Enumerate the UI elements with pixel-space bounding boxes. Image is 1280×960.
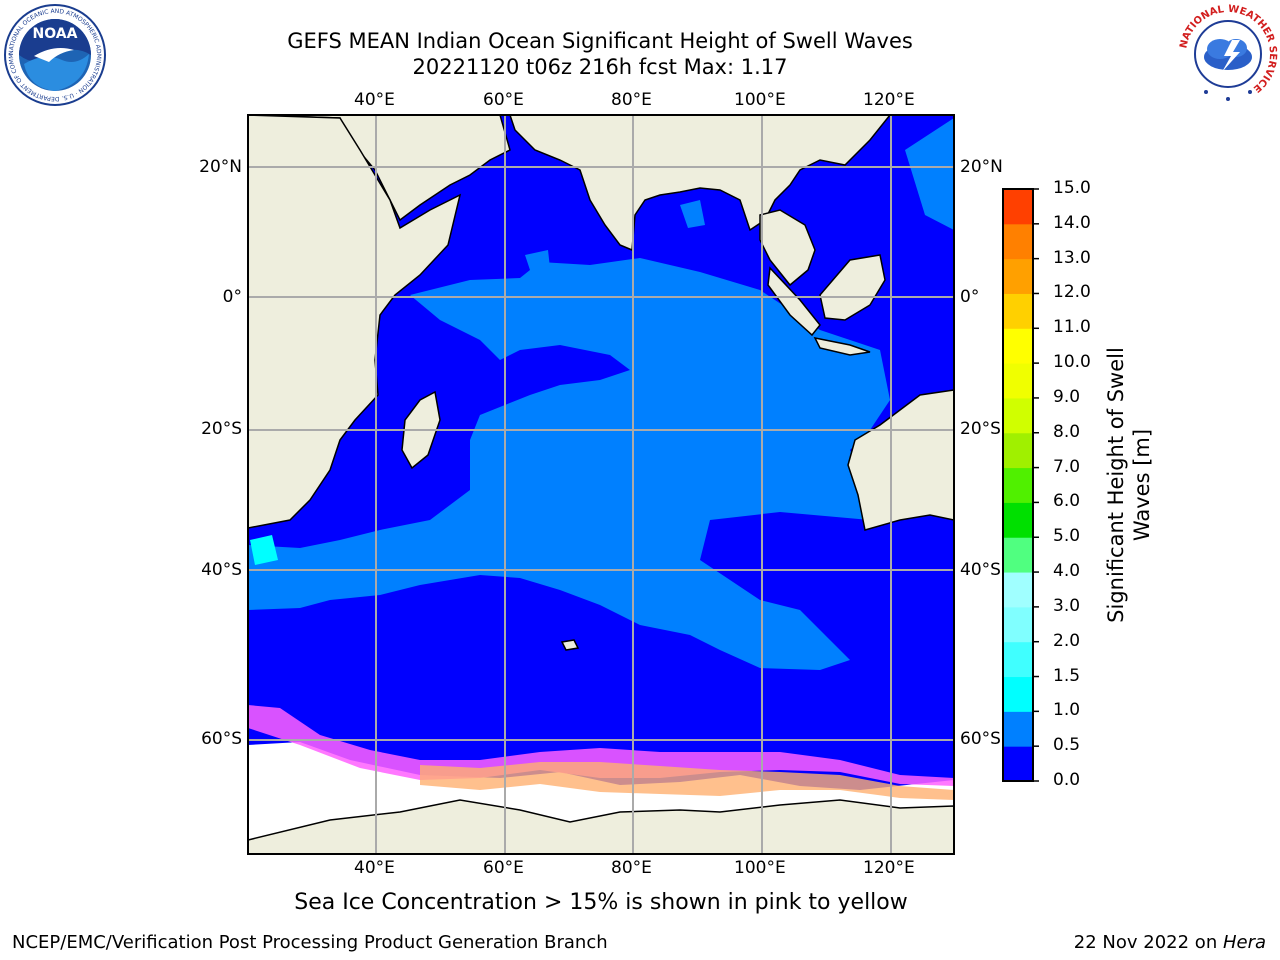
- sea-ice-edge: [420, 762, 954, 800]
- footer-host: Hera: [1222, 932, 1266, 953]
- swell-patch: [680, 200, 705, 228]
- colorbar-segment: [1003, 641, 1033, 678]
- lat-label-right: 40°S: [960, 560, 1001, 580]
- colorbar-tick-label: 15.0: [1053, 178, 1091, 198]
- map-subtitle: 20221120 t06z 216h fcst Max: 1.17: [412, 55, 788, 79]
- colorbar-tick-label: 2.0: [1053, 630, 1081, 651]
- colorbar-segment: [1003, 572, 1033, 608]
- colorbar-segment: [1003, 711, 1033, 747]
- lon-label-top: 80°E: [611, 90, 652, 110]
- swell-patch: [525, 250, 550, 270]
- colorbar-tick-label: 14.0: [1053, 212, 1091, 233]
- lon-label-top: 120°E: [863, 90, 915, 110]
- noaa-logo-text: NOAA: [33, 26, 78, 42]
- swell-patch: [905, 118, 954, 230]
- colorbar-tick-label: 1.5: [1053, 665, 1081, 686]
- colorbar-segment: [1003, 467, 1033, 503]
- swell-patch: [250, 535, 278, 565]
- colorbar-segment: [1003, 293, 1033, 329]
- colorbar-tick-label: 0.0: [1053, 770, 1081, 790]
- lon-label-bottom: 60°E: [483, 858, 524, 878]
- colorbar-segment: [1003, 258, 1033, 294]
- colorbar-segment: [1003, 676, 1033, 712]
- colorbar-tick-label: 5.0: [1053, 526, 1081, 547]
- lon-label-bottom: 120°E: [863, 858, 915, 878]
- lat-label-left: 40°S: [201, 560, 242, 580]
- footer-date: 22 Nov 2022 on Hera: [1074, 932, 1266, 953]
- colorbar-tick-label: 10.0: [1053, 352, 1091, 373]
- colorbar-tick-label: 11.0: [1053, 317, 1091, 338]
- sea-ice-caption: Sea Ice Concentration > 15% is shown in …: [294, 890, 908, 915]
- map-gridlines: [248, 115, 954, 854]
- lon-label-top: 100°E: [734, 90, 786, 110]
- lat-label-left: 20°S: [201, 419, 242, 439]
- nws-logo: NATIONAL WEATHER SERVICE: [1178, 4, 1278, 104]
- colorbar-tick-label: 12.0: [1053, 282, 1091, 303]
- colorbar-tick-label: 13.0: [1053, 247, 1091, 268]
- colorbar-segment: [1003, 189, 1033, 225]
- lat-label-right: 20°S: [960, 419, 1001, 439]
- swell-region-0.5-1m: [248, 258, 890, 670]
- lon-label-bottom: 80°E: [611, 858, 652, 878]
- colorbar-segment: [1003, 432, 1033, 469]
- noaa-logo: NATIONAL OCEANIC AND ATMOSPHERIC ADMINIS…: [4, 4, 106, 106]
- colorbar-segment: [1003, 363, 1033, 399]
- land: [248, 115, 954, 854]
- colorbar-tick-label: 6.0: [1053, 491, 1081, 512]
- colorbar-label: Significant Height of Swell Waves [m]: [1103, 285, 1155, 685]
- colorbar-label-line1: Significant Height of Swell: [1104, 347, 1128, 623]
- lon-label-top: 60°E: [483, 90, 524, 110]
- colorbar-tick-label: 4.0: [1053, 561, 1081, 582]
- colorbar-segment: [1003, 397, 1033, 434]
- lat-label-left: 20°N: [199, 157, 242, 177]
- lon-label-top: 40°E: [354, 90, 395, 110]
- lat-label-right: 60°S: [960, 729, 1001, 749]
- colorbar-segment: [1003, 746, 1033, 782]
- colorbar-tick-label: 7.0: [1053, 456, 1081, 477]
- footer-branch: NCEP/EMC/Verification Post Processing Pr…: [12, 932, 608, 953]
- lat-label-right: 0°: [960, 287, 980, 307]
- colorbar-tick-label: 3.0: [1053, 595, 1081, 616]
- map-frame: [247, 114, 955, 855]
- colorbar-segment: [1003, 502, 1033, 538]
- colorbar-segment: [1003, 606, 1033, 643]
- lat-label-left: 0°: [222, 287, 242, 307]
- colorbar-tick-label: 9.0: [1053, 386, 1081, 407]
- colorbar-segment: [1003, 223, 1033, 260]
- colorbar-label-line2: Waves [m]: [1130, 428, 1154, 542]
- footer-date-text: 22 Nov 2022 on: [1073, 932, 1223, 953]
- lon-label-bottom: 40°E: [354, 858, 395, 878]
- colorbar-tick-label: 0.5: [1053, 735, 1081, 756]
- colorbar-segment: [1003, 328, 1033, 364]
- colorbar-border: [1002, 188, 1034, 782]
- lat-label-right: 20°N: [960, 157, 1003, 177]
- colorbar-tick-label: 1.0: [1053, 700, 1081, 721]
- lon-label-bottom: 100°E: [734, 858, 786, 878]
- lat-label-left: 60°S: [201, 729, 242, 749]
- map-title: GEFS MEAN Indian Ocean Significant Heigh…: [287, 29, 913, 53]
- colorbar-segment: [1003, 537, 1033, 573]
- colorbar-tick-label: 8.0: [1053, 421, 1081, 442]
- colorbar: [1002, 188, 1039, 782]
